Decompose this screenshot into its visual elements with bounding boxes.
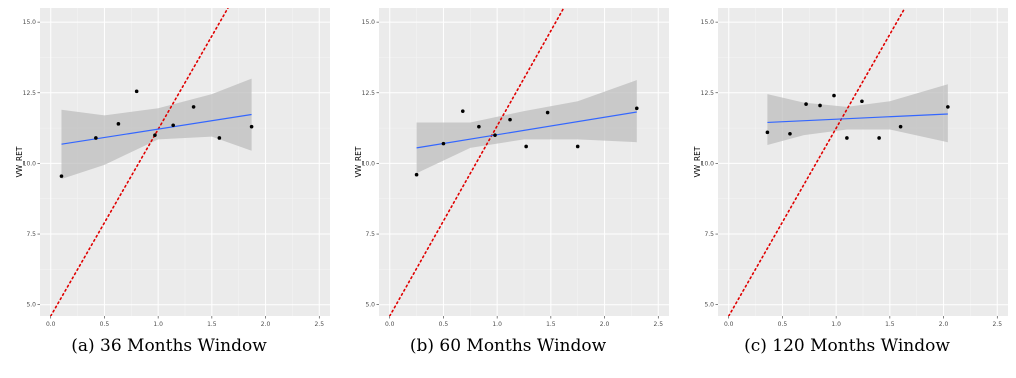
x-tick-label: 0.5 (100, 321, 110, 328)
data-point (441, 141, 446, 146)
x-tick-label: 1.5 (885, 321, 895, 328)
x-tick-label: 1.5 (546, 321, 556, 328)
scatter-plot-60-months: 0.0 0.5 1.0 1.5 2.0 2.5 5.0 7.5 10.0 12.5 15.0 VW_B… (354, 8, 669, 330)
x-tick-label: 2.5 (992, 321, 1002, 328)
data-point (153, 133, 157, 137)
data-point (860, 99, 864, 104)
data-point (493, 133, 497, 137)
data-point (845, 136, 849, 140)
data-point (249, 124, 254, 129)
data-point (946, 105, 950, 109)
data-point (877, 136, 881, 140)
x-tick-label: 0.5 (778, 321, 788, 328)
data-point (94, 136, 98, 140)
y-tick-label: 12.5 (701, 90, 715, 97)
data-point (804, 102, 808, 106)
data-point (524, 144, 528, 149)
regression-line (416, 111, 637, 149)
data-point (171, 123, 175, 128)
data-point (116, 122, 121, 126)
panel-60-months: 0.0 0.5 1.0 1.5 2.0 2.5 5.0 7.5 10.0 12.5 15.0 VW_B… (339, 0, 677, 378)
data-point (59, 174, 64, 178)
x-tick-label: 2.5 (314, 321, 324, 328)
scatter-plot-120-months: 0.0 0.5 1.0 1.5 2.0 2.5 5.0 7.5 10.0 12.5 15.0 VW_B… (693, 8, 1008, 330)
y-tick-label: 5.0 (365, 302, 375, 309)
y-tick-label: 12.5 (362, 90, 376, 97)
y-tick-label: 15.0 (701, 19, 715, 26)
data-point (508, 117, 512, 122)
y-axis-title: VW_RET (354, 146, 363, 177)
panel-36-months: 0.0 0.5 1.0 1.5 2.0 2.5 5.0 7.5 10.0 12.5 15.0 VW_B… (0, 0, 338, 378)
data-point (898, 124, 903, 129)
caption-36-months: (a) 36 Months Window (71, 336, 267, 356)
data-point (575, 144, 580, 149)
y-axis-title: VW_RET (693, 146, 702, 177)
data-point (634, 106, 639, 111)
data-point (818, 103, 822, 108)
y-tick-label: 15.0 (362, 19, 376, 26)
x-tick-label: 1.0 (492, 321, 502, 328)
panel-120-months: 0.0 0.5 1.0 1.5 2.0 2.5 5.0 7.5 10.0 12.5 15.0 VW_B… (678, 0, 1016, 378)
y-tick-label: 10.0 (23, 160, 37, 167)
reference-line (49, 8, 229, 316)
x-tick-label: 1.5 (207, 321, 217, 328)
reference-line (727, 8, 906, 316)
plot-area (40, 8, 330, 316)
y-tick-label: 5.0 (704, 302, 714, 309)
x-tick-label: 2.5 (653, 321, 663, 328)
x-axis-title: VW_BETA (845, 329, 881, 330)
regression-line (61, 113, 252, 145)
x-tick-label: 0.5 (439, 321, 449, 328)
data-point (217, 136, 222, 140)
data-point (545, 110, 550, 115)
regression-line (767, 113, 948, 124)
caption-120-months: (c) 120 Months Window (744, 336, 950, 356)
x-tick-label: 0.0 (385, 321, 395, 328)
x-axis-title: VW_BETA (506, 329, 542, 330)
y-tick-label: 7.5 (704, 231, 714, 238)
confidence-band (767, 84, 948, 146)
reference-line (388, 8, 565, 316)
y-tick-label: 12.5 (23, 90, 37, 97)
data-point (788, 131, 792, 136)
x-axis-title: VW_BETA (167, 329, 203, 330)
confidence-band (416, 80, 637, 174)
x-tick-label: 2.0 (939, 321, 949, 328)
y-tick-label: 5.0 (26, 302, 36, 309)
x-tick-label: 0.0 (46, 321, 56, 328)
scatter-plot-36-months: 0.0 0.5 1.0 1.5 2.0 2.5 5.0 7.5 10.0 12.5 15.0 VW_B… (15, 8, 330, 330)
data-point (460, 109, 465, 113)
x-tick-label: 1.0 (831, 321, 841, 328)
data-point (832, 93, 836, 98)
plot-area (718, 8, 1008, 316)
x-tick-label: 0.0 (724, 321, 734, 328)
y-tick-label: 15.0 (23, 19, 37, 26)
caption-60-months: (b) 60 Months Window (409, 336, 607, 356)
x-tick-label: 2.0 (261, 321, 271, 328)
y-tick-label: 7.5 (365, 231, 375, 238)
data-point (477, 124, 481, 129)
data-point (191, 105, 196, 109)
y-tick-label: 10.0 (362, 160, 376, 167)
data-point (765, 130, 770, 135)
data-point (134, 89, 139, 94)
x-tick-label: 1.0 (153, 321, 163, 328)
x-tick-label: 2.0 (600, 321, 610, 328)
y-axis-title: VW_RET (15, 146, 24, 177)
y-tick-label: 10.0 (701, 160, 715, 167)
plot-area (379, 8, 669, 316)
y-tick-label: 7.5 (26, 231, 36, 238)
data-point (414, 172, 419, 177)
